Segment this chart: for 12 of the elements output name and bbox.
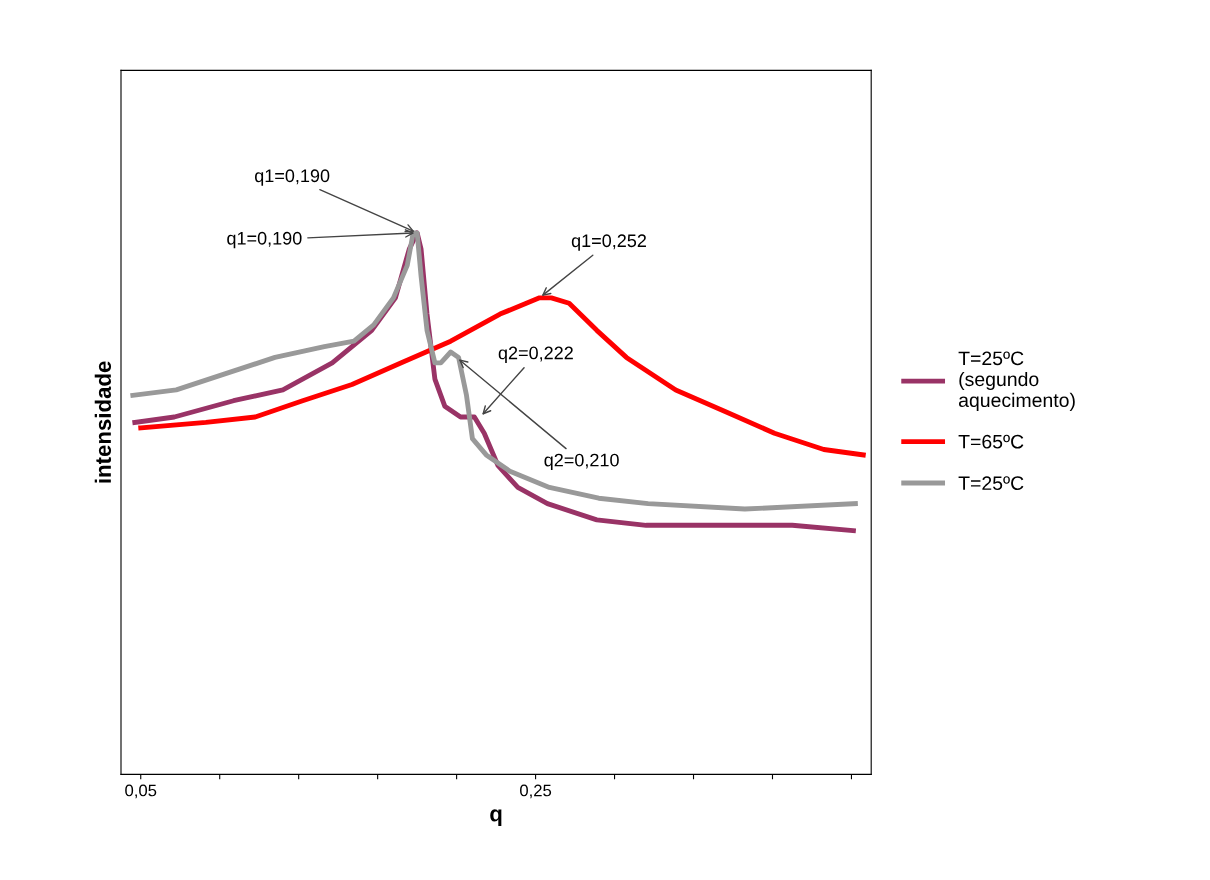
- x-tick-label: 0,05: [125, 784, 157, 799]
- x-tick-label: 0,25: [520, 784, 552, 799]
- annotation: q1=0,190: [254, 169, 330, 186]
- legend-label: T=65ºC: [958, 434, 1024, 449]
- annotation: q2=0,222: [498, 346, 573, 363]
- annotation: q1=0,190: [227, 231, 302, 249]
- y-axis-title: intensidade: [94, 361, 112, 483]
- x-axis-title: q: [490, 809, 502, 826]
- legend-label: T=25ºC: [958, 476, 1024, 491]
- annotation: q1=0,252: [571, 234, 646, 251]
- annotation: q2=0,210: [544, 453, 619, 470]
- legend-label: T=25ºC (segundo aquecimento): [958, 351, 1075, 411]
